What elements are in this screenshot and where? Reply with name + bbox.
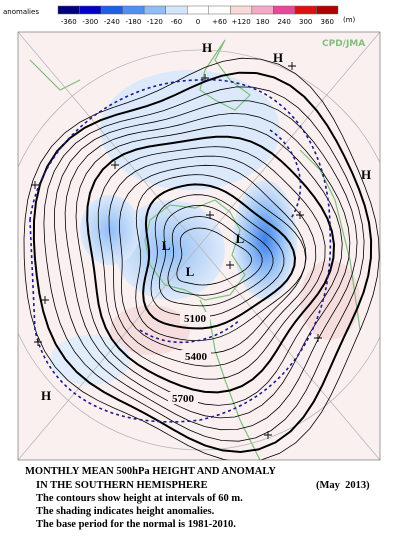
low-label: L [236, 231, 245, 246]
height-contour [75, 125, 343, 406]
high-label: H [41, 388, 51, 403]
anomaly-negative [50, 335, 130, 385]
colorbar-box [251, 5, 274, 15]
height-contour [158, 204, 274, 307]
height-contour [97, 146, 326, 380]
height-contour [23, 57, 380, 460]
height-contour [142, 183, 297, 330]
contour-label: 5100 [184, 313, 207, 325]
grid-cross [201, 74, 209, 82]
colorbar-tick-label: 300 [299, 18, 312, 26]
height-contour [108, 155, 317, 367]
high-label: H [361, 167, 371, 182]
grid-cross [296, 211, 304, 219]
caption-date: (May 2013) [316, 480, 370, 491]
colorbar-box [273, 5, 296, 15]
anomaly-positive [110, 305, 190, 355]
colorbar-box [208, 5, 231, 15]
colorbar-box [186, 5, 210, 15]
height-contour [176, 227, 252, 286]
colorbar-box [230, 5, 253, 15]
colorbar-tick-label: -240 [104, 18, 120, 26]
anomaly-negative [80, 195, 140, 265]
legend-label: anomalies [3, 8, 39, 16]
low-label: L [186, 264, 195, 279]
contour-label-bg [181, 350, 211, 362]
height-contour [86, 135, 336, 394]
height-contour [135, 174, 307, 342]
legend-unit: (m) [343, 16, 356, 24]
colorbar-box [165, 5, 188, 15]
colorbar-tick-label: -180 [125, 18, 141, 26]
height-contour [167, 216, 263, 296]
high-label: H [202, 40, 212, 55]
caption-line: The base period for the normal is 1981-2… [36, 519, 236, 530]
height-contours [23, 57, 380, 460]
contour-label-bg [168, 392, 198, 404]
map-frame [17, 31, 381, 461]
source: CPD/JMA [322, 39, 365, 49]
colorbar-tick-label: 180 [256, 18, 269, 26]
low-label: L [162, 238, 171, 253]
colorbar-box [100, 5, 123, 15]
high-label: H [273, 50, 283, 65]
grid-cross [31, 181, 39, 189]
grid-cross [226, 261, 234, 269]
colorbar-tick-label: -120 [147, 18, 163, 26]
colorbar-tick-label: +60 [212, 18, 227, 26]
contour-label-bg [180, 312, 210, 324]
grid-cross [206, 211, 214, 219]
height-contour [64, 112, 351, 419]
caption-line: The shading indicates height anomalies. [36, 506, 215, 517]
colorbar-box [57, 5, 80, 15]
colorbar-tick-label: 240 [277, 18, 290, 26]
zero-anomaly-line [29, 79, 332, 423]
grid-cross [264, 431, 272, 439]
grid-cross [111, 161, 119, 169]
height-contour [150, 194, 285, 318]
colorbar-tick-label: -60 [171, 18, 182, 26]
height-contour [32, 71, 373, 454]
contour-label: 5400 [185, 351, 208, 363]
contour-label: 5700 [172, 393, 195, 405]
caption-subtitle: IN THE SOUTHERN HEMISPHERE [36, 480, 208, 491]
grid-cross [288, 62, 296, 70]
colorbar-box [143, 5, 166, 15]
grid-cross [41, 296, 49, 304]
height-contour [119, 164, 307, 354]
colorbar-tick-label: -360 [61, 18, 77, 26]
anomaly-positive [300, 260, 360, 340]
height-contour [43, 86, 365, 442]
colorbar-tick-label: -300 [82, 18, 98, 26]
colorbar-tick-label: 360 [321, 18, 334, 26]
caption-line: The contours show height at intervals of… [36, 493, 243, 504]
colorbar-box [294, 5, 317, 15]
colorbar-box [316, 5, 339, 15]
colorbar: -360 -300 -240 -180 -120 -60 0 +60 +120 180 240 300… [57, 5, 339, 26]
caption-title: MONTHLY MEAN 500hPa HEIGHT AND ANOMALY [25, 466, 276, 477]
anomaly-negative [115, 200, 225, 300]
colorbar-tick-label: 0 [196, 18, 200, 26]
height-contour [54, 100, 358, 431]
colorbar-box [79, 5, 102, 15]
grid-cross [314, 334, 322, 342]
colorbar-tick-label: +120 [231, 18, 250, 26]
grid-cross [34, 338, 42, 346]
colorbar-box [122, 5, 145, 15]
